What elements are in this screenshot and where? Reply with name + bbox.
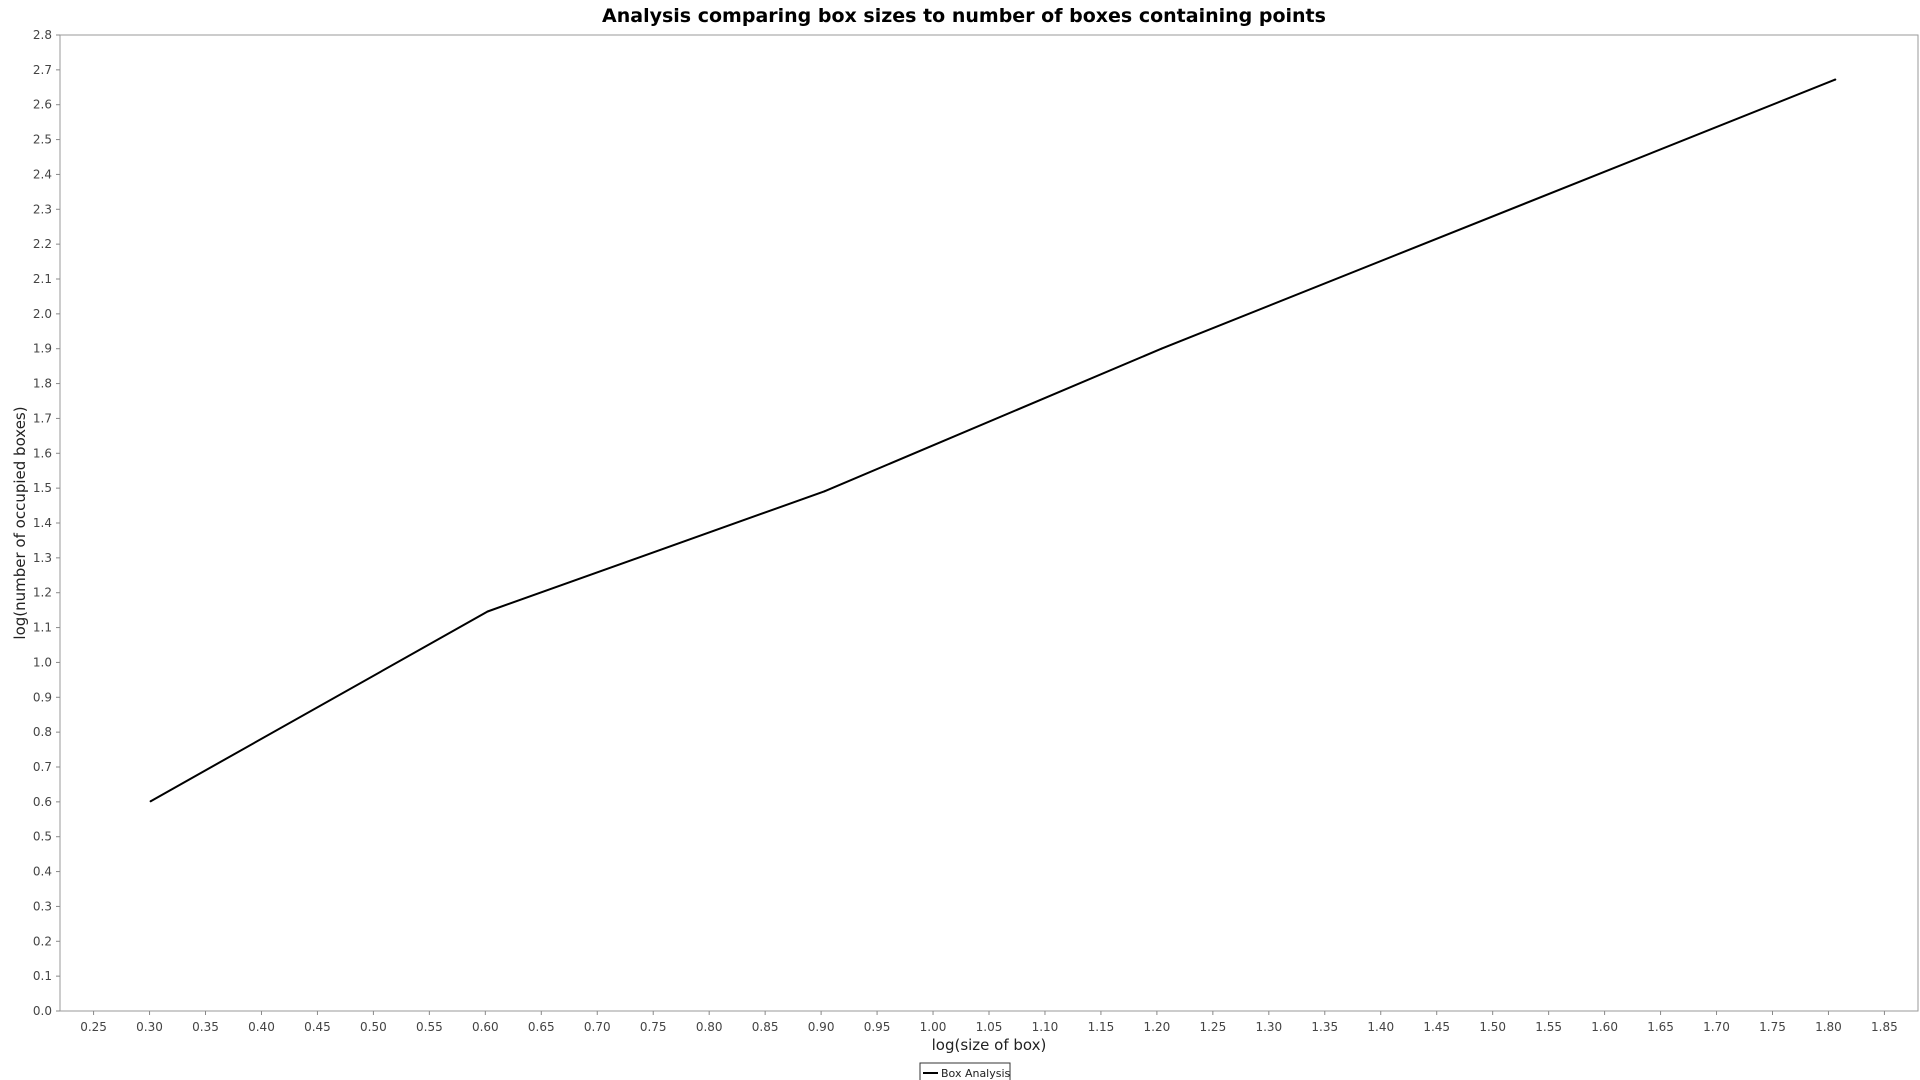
x-tick-label: 0.25 [80,1020,107,1034]
x-tick-label: 1.75 [1759,1020,1786,1034]
x-axis: 0.25 0.30 0.35 0.40 0.45 0.50 0.55 0.60 0.65 0.70… [80,1011,1898,1034]
data-point [149,800,152,803]
data-point [1160,347,1163,350]
y-tick-label: 1.6 [33,446,52,460]
x-tick-label: 0.65 [528,1020,555,1034]
y-tick-label: 1.5 [33,481,52,495]
plot-area [59,34,1919,1012]
x-tick-label: 0.90 [808,1020,835,1034]
y-tick-label: 2.6 [33,98,52,112]
y-tick-label: 1.1 [33,621,52,635]
x-tick-label: 1.70 [1703,1020,1730,1034]
chart-title: Analysis comparing box sizes to number o… [602,5,1326,27]
y-tick-label: 0.8 [33,725,52,739]
x-tick-label: 1.40 [1367,1020,1394,1034]
series-layer [149,78,1837,803]
x-tick-label: 1.60 [1591,1020,1618,1034]
y-tick-label: 0.6 [33,795,52,809]
y-tick-label: 2.4 [33,167,52,181]
x-axis-label: log(size of box) [932,1036,1047,1054]
x-tick-label: 0.45 [304,1020,331,1034]
x-tick-label: 1.10 [1032,1020,1059,1034]
x-tick-label: 1.00 [920,1020,947,1034]
y-tick-label: 0.7 [33,760,52,774]
x-tick-label: 1.35 [1311,1020,1338,1034]
x-tick-label: 0.60 [472,1020,499,1034]
x-tick-label: 0.55 [416,1020,443,1034]
y-tick-label: 2.8 [33,28,52,42]
y-tick-label: 1.0 [33,655,52,669]
y-tick-label: 0.2 [33,934,52,948]
x-tick-label: 1.65 [1647,1020,1674,1034]
data-point [823,490,826,493]
x-tick-label: 1.85 [1871,1020,1898,1034]
y-tick-label: 0.3 [33,899,52,913]
x-tick-label: 0.95 [864,1020,891,1034]
y-axis: 0.0 0.1 0.2 0.3 0.4 0.5 0.6 0.7 0.8 0.9 1.0 1.1 1.2 1… [33,28,60,1018]
x-tick-label: 1.05 [976,1020,1003,1034]
x-tick-label: 1.15 [1088,1020,1115,1034]
data-point [1834,78,1837,81]
x-tick-label: 0.85 [752,1020,779,1034]
y-tick-label: 0.0 [33,1004,52,1018]
x-tick-label: 1.30 [1255,1020,1282,1034]
x-tick-label: 1.55 [1535,1020,1562,1034]
y-tick-label: 1.2 [33,586,52,600]
y-tick-label: 1.4 [33,516,52,530]
x-tick-label: 1.45 [1423,1020,1450,1034]
x-tick-label: 0.30 [136,1020,163,1034]
x-tick-label: 0.80 [696,1020,723,1034]
y-tick-label: 0.4 [33,865,52,879]
y-tick-label: 1.9 [33,342,52,356]
y-tick-label: 2.5 [33,133,52,147]
y-tick-label: 2.3 [33,202,52,216]
y-tick-label: 2.0 [33,307,52,321]
y-axis-label: log(number of occupied boxes) [11,406,29,639]
y-tick-label: 1.8 [33,377,52,391]
data-point [486,610,489,613]
y-tick-label: 2.2 [33,237,52,251]
x-tick-label: 0.50 [360,1020,387,1034]
x-tick-label: 0.40 [248,1020,275,1034]
y-tick-label: 1.3 [33,551,52,565]
y-tick-label: 2.1 [33,272,52,286]
x-tick-label: 1.20 [1144,1020,1171,1034]
x-tick-label: 1.50 [1479,1020,1506,1034]
legend: Box Analysis [919,1062,1011,1080]
y-tick-label: 1.7 [33,411,52,425]
x-tick-label: 0.75 [640,1020,667,1034]
legend-box [919,1062,1011,1080]
x-tick-label: 0.35 [192,1020,219,1034]
x-tick-label: 1.25 [1199,1020,1226,1034]
x-tick-label: 0.70 [584,1020,611,1034]
y-tick-label: 0.9 [33,690,52,704]
legend-label-box-analysis: Box Analysis [941,1067,1011,1080]
y-tick-label: 0.1 [33,969,52,983]
y-tick-label: 0.5 [33,830,52,844]
y-tick-label: 2.7 [33,63,52,77]
x-tick-label: 1.80 [1815,1020,1842,1034]
